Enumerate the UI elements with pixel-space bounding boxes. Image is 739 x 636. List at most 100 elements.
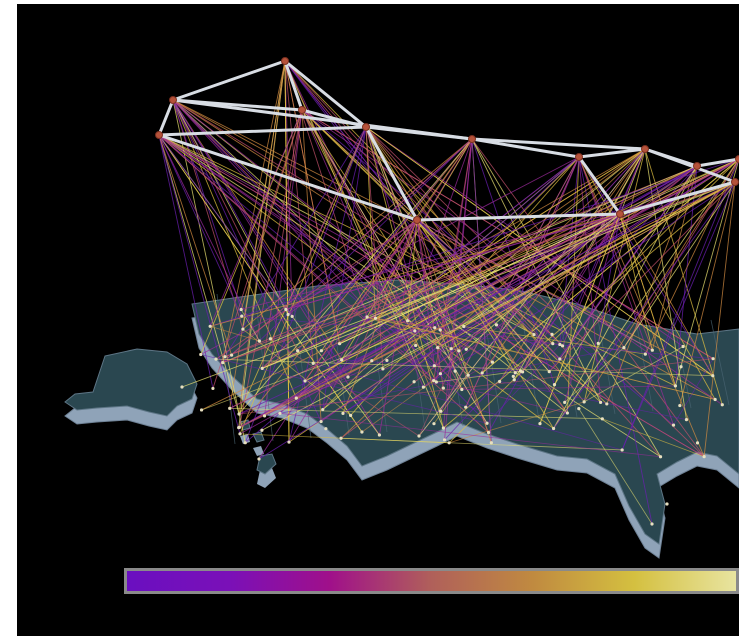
backbone-link-16 <box>577 155 622 216</box>
network-link-167 <box>375 148 646 319</box>
network-link-147 <box>578 156 714 376</box>
hawaii-island-top-2 <box>256 453 277 475</box>
ground-node-112 <box>457 349 461 353</box>
hub-node-3 <box>298 106 306 114</box>
hub-node-0 <box>281 57 289 65</box>
ground-node-74 <box>237 426 241 430</box>
ground-node-55 <box>319 419 323 424</box>
ground-node-18 <box>490 360 495 364</box>
ground-node-124 <box>650 522 654 526</box>
ground-node-48 <box>441 426 445 430</box>
network-link-264 <box>623 181 736 348</box>
ground-node-84 <box>442 438 447 442</box>
network-link-77 <box>209 109 303 327</box>
state-border-11 <box>634 315 654 412</box>
network-link-263 <box>522 213 621 373</box>
hawaii-island-side-2 <box>257 468 276 488</box>
ground-node-35 <box>596 341 600 345</box>
network-map-scene[interactable] <box>17 4 739 636</box>
network-link-126 <box>238 138 473 415</box>
network-link-236 <box>416 219 563 347</box>
network-link-230 <box>347 219 418 378</box>
network-link-64 <box>158 134 293 317</box>
ground-node-40 <box>494 323 499 327</box>
ground-node-96 <box>223 355 227 359</box>
network-link-146 <box>200 156 580 355</box>
network-link-101 <box>285 126 367 310</box>
ground-node-9 <box>498 379 502 384</box>
network-link-99 <box>365 126 705 457</box>
network-link-169 <box>644 148 723 405</box>
hub-node-7 <box>641 145 649 153</box>
ground-node-46 <box>511 374 515 378</box>
network-link-171 <box>261 148 646 369</box>
network-link-227 <box>215 219 418 360</box>
ground-node-33 <box>438 372 442 376</box>
network-link-247 <box>512 213 621 377</box>
hub-node-2 <box>155 131 163 139</box>
network-link-56 <box>158 134 243 317</box>
network-link-176 <box>262 165 698 369</box>
network-nodes <box>155 57 739 526</box>
network-link-314 <box>210 325 260 342</box>
backbone-link-19 <box>470 137 647 151</box>
backbone-link-1 <box>157 98 175 137</box>
network-visualization-panel[interactable] <box>17 4 739 636</box>
network-link-62 <box>158 134 535 335</box>
ground-node-43 <box>565 411 569 415</box>
network-link-259 <box>229 213 621 409</box>
network-link-298 <box>242 328 351 416</box>
ground-node-83 <box>684 418 689 422</box>
ground-node-98 <box>551 342 555 346</box>
network-link-179 <box>366 165 698 318</box>
network-link-112 <box>471 138 661 457</box>
ground-node-26 <box>268 337 273 341</box>
network-link-241 <box>416 219 456 372</box>
ground-node-82 <box>552 382 557 387</box>
network-link-251 <box>320 213 621 422</box>
network-link-9 <box>284 60 293 317</box>
network-link-319 <box>279 412 661 458</box>
ground-node-58 <box>485 421 489 425</box>
network-link-215 <box>342 158 739 414</box>
network-link-163 <box>522 148 646 373</box>
backbone-link-9 <box>577 147 647 159</box>
network-link-118 <box>239 138 473 428</box>
ground-node-54 <box>551 426 556 431</box>
ground-node-108 <box>643 352 647 356</box>
network-link-283 <box>222 181 736 364</box>
network-link-63 <box>158 134 705 458</box>
network-link-135 <box>578 156 674 426</box>
ground-node-87 <box>620 448 624 452</box>
network-link-279 <box>262 181 736 369</box>
ground-node-118 <box>414 343 418 348</box>
backbone-link-18 <box>171 98 474 141</box>
network-link-217 <box>481 158 739 374</box>
ground-node-94 <box>466 373 470 377</box>
ground-node-119 <box>406 319 410 323</box>
hub-node-10 <box>413 216 421 224</box>
network-link-308 <box>433 374 469 424</box>
ground-node-69 <box>199 408 204 412</box>
ground-node-28 <box>221 361 225 365</box>
network-link-44 <box>158 134 435 367</box>
hub-node-8 <box>693 162 701 170</box>
ground-node-36 <box>341 411 345 415</box>
ground-node-27 <box>438 328 442 332</box>
network-link-200 <box>210 158 739 327</box>
ground-node-103 <box>214 357 218 361</box>
network-link-310 <box>602 418 705 458</box>
ground-node-44 <box>339 436 343 440</box>
ground-node-91 <box>720 403 724 407</box>
network-link-235 <box>416 219 561 360</box>
ground-node-60 <box>462 324 466 329</box>
ground-node-21 <box>238 432 242 436</box>
ground-node-50 <box>262 414 267 418</box>
ground-node-89 <box>538 422 542 426</box>
network-link-237 <box>416 219 653 351</box>
ground-node-70 <box>439 409 443 413</box>
color-scale-bar <box>124 568 739 594</box>
ground-node-92 <box>547 370 551 374</box>
backbone-link-6 <box>283 59 368 129</box>
ground-node-17 <box>436 346 440 350</box>
